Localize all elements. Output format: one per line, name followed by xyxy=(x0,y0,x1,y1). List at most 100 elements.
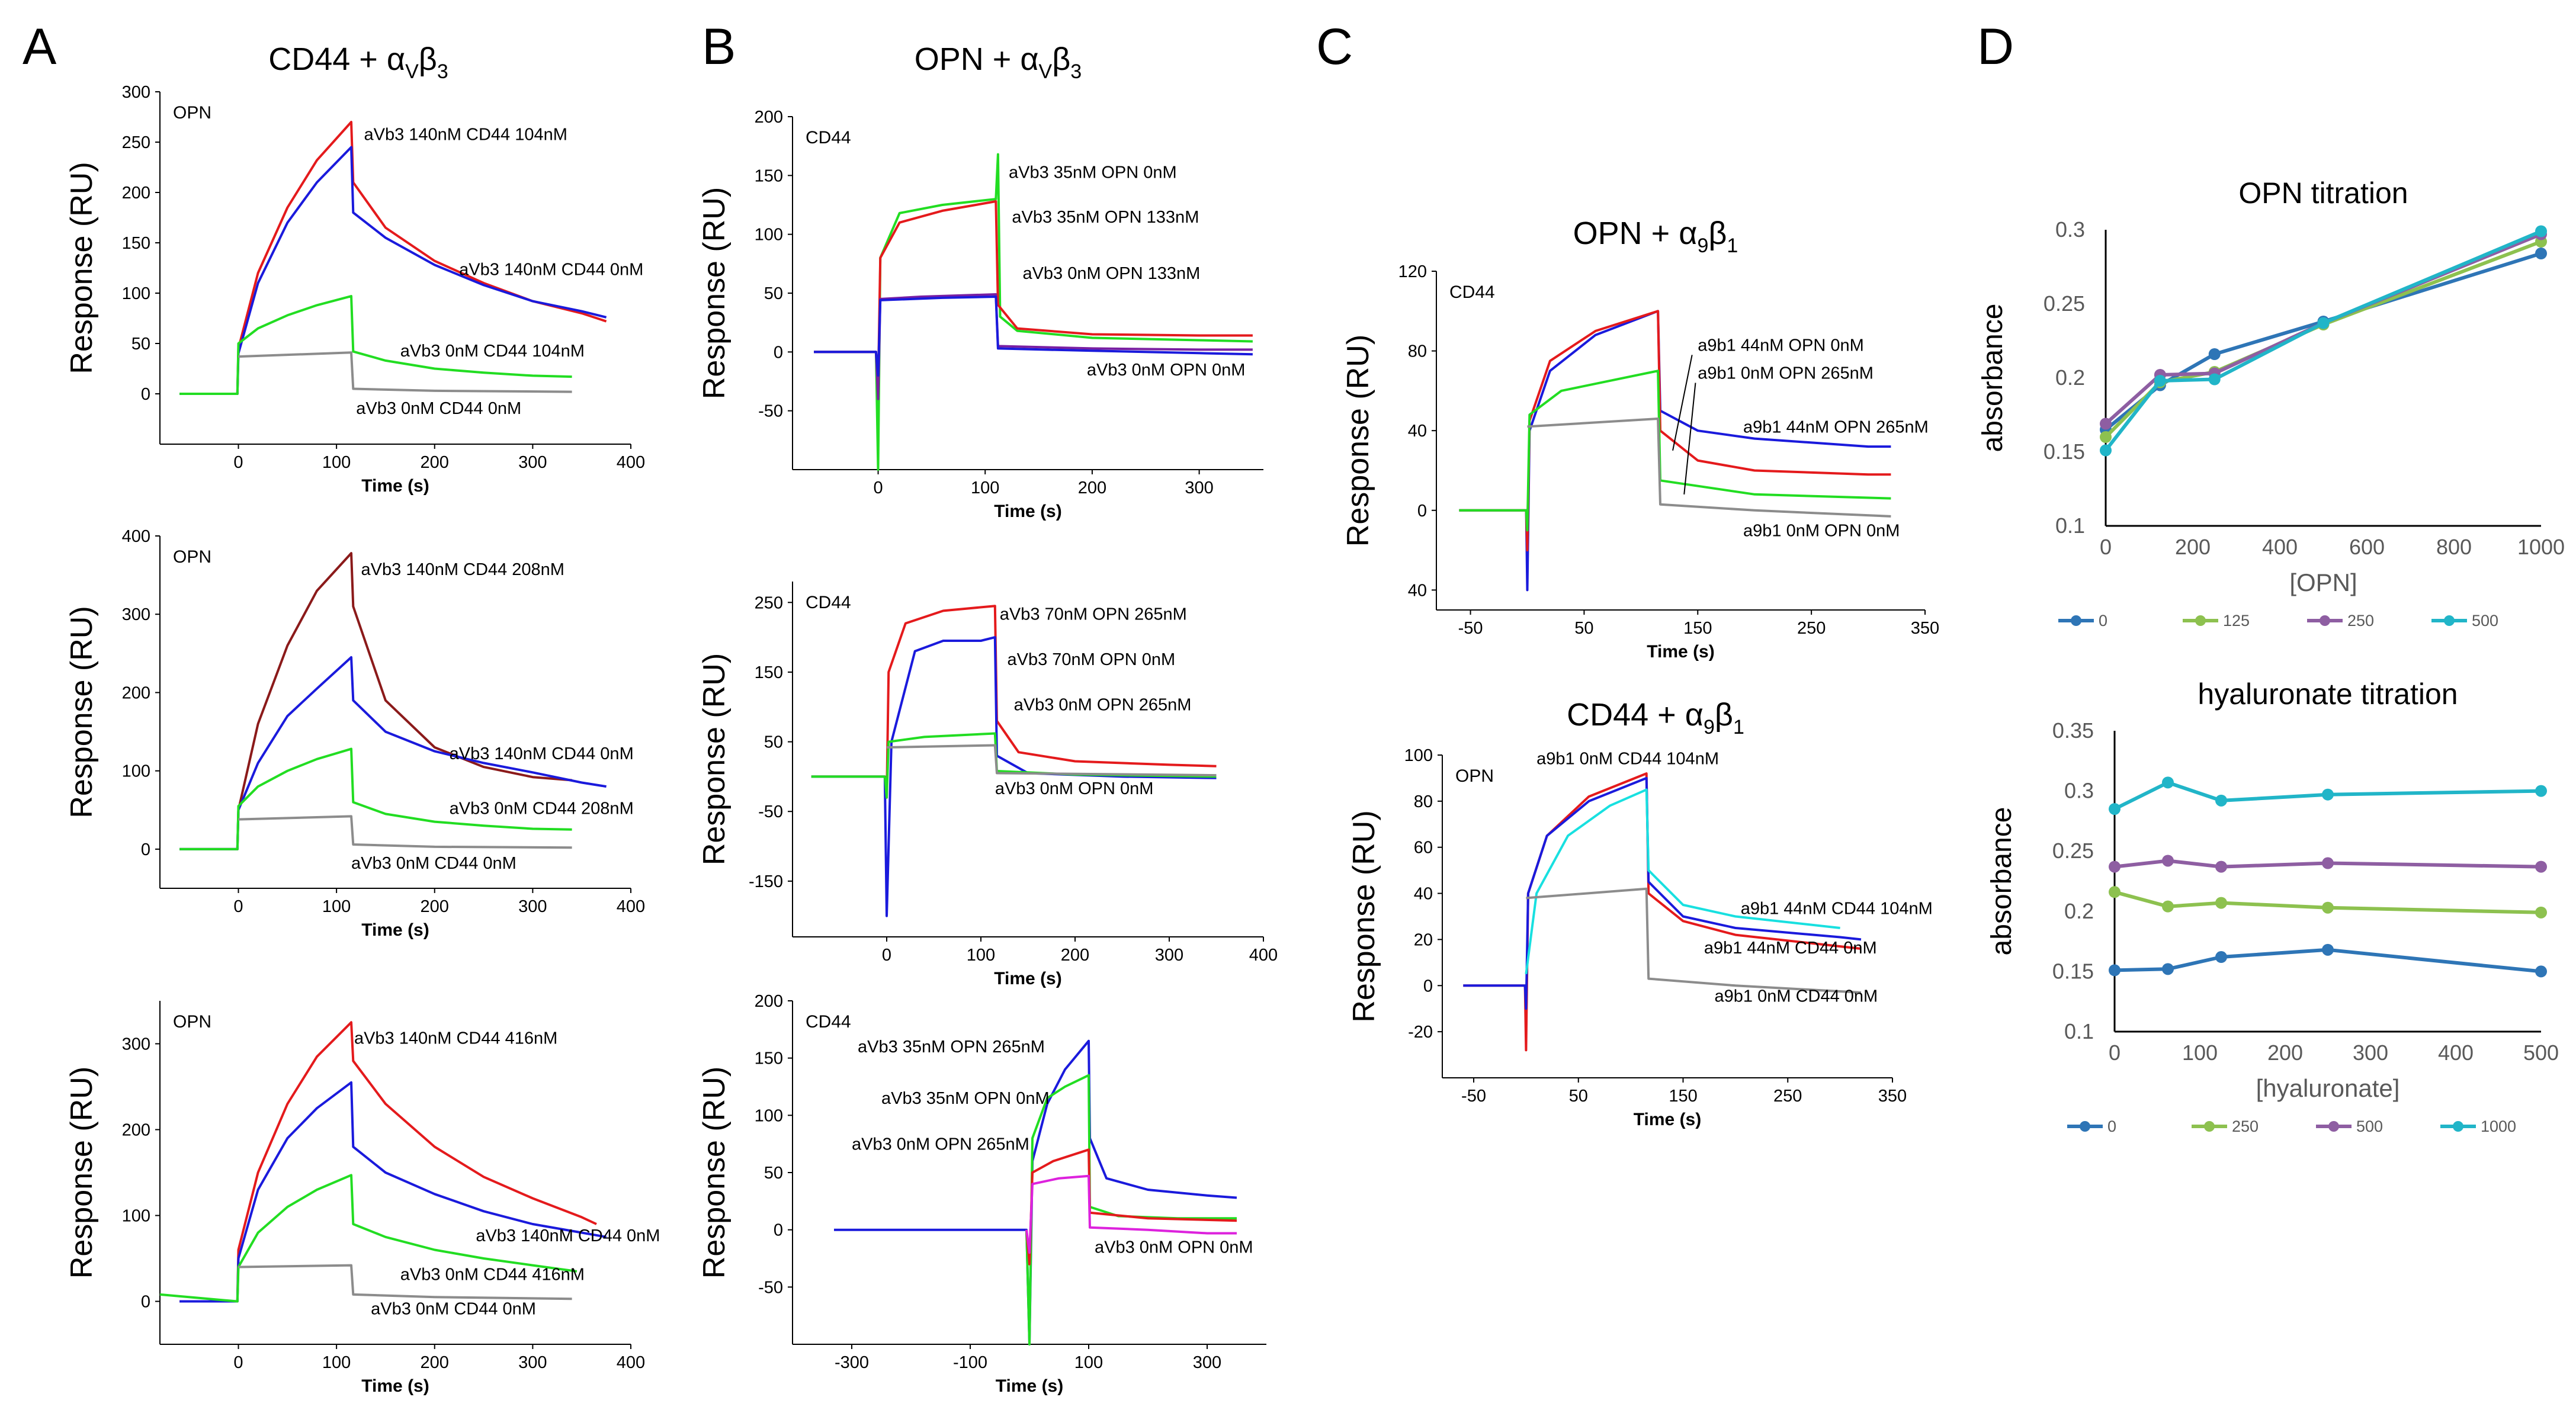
title-beta: β xyxy=(1708,216,1727,251)
chart-title-text: CD44 + αVβ3 xyxy=(268,41,448,83)
y-tick-label: 0.2 xyxy=(2055,365,2085,390)
legend-label: 0 xyxy=(2107,1117,2116,1135)
y-tick-label: -50 xyxy=(758,402,783,421)
curve-annotation: aVb3 0nM OPN 265nM xyxy=(852,1135,1029,1154)
x-tick-label: 200 xyxy=(421,897,449,916)
ligand-label: CD44 xyxy=(806,128,851,147)
curve-annotation: aVb3 0nM CD44 0nM xyxy=(371,1299,536,1318)
panel-label-c: C xyxy=(1316,18,1353,75)
data-point xyxy=(2322,901,2334,914)
x-axis-label: Time (s) xyxy=(361,1376,429,1396)
y-tick-label: 400 xyxy=(122,527,150,546)
x-axis-label: Time (s) xyxy=(994,502,1061,521)
y-axis-label: Response (RU) xyxy=(65,1067,99,1279)
x-tick-label: 600 xyxy=(2349,535,2385,559)
x-tick-label: 100 xyxy=(322,897,351,916)
legend-marker xyxy=(2453,1121,2463,1132)
legend-label: 0 xyxy=(2099,612,2107,630)
data-point xyxy=(2109,964,2121,977)
x-axis-label: Time (s) xyxy=(1647,642,1714,661)
curve-annotation: aVb3 140nM CD44 104nM xyxy=(364,126,567,144)
data-point xyxy=(2322,788,2334,801)
legend-marker xyxy=(2320,615,2330,626)
curve-annotation: aVb3 35nM OPN 0nM xyxy=(1009,163,1177,182)
x-tick-label: 400 xyxy=(2438,1041,2474,1065)
series-line-0 xyxy=(1459,310,1891,592)
y-axis-label: Response (RU) xyxy=(697,653,732,865)
chart-title-text: OPN + α9β1 xyxy=(1573,216,1738,257)
x-tick-label: -50 xyxy=(1458,619,1483,638)
x-tick-label: 300 xyxy=(1155,946,1183,965)
y-tick-label: 80 xyxy=(1414,792,1433,811)
data-point xyxy=(2208,373,2221,386)
y-tick-label: 100 xyxy=(122,284,150,303)
x-tick-label: 0 xyxy=(233,897,243,916)
data-point xyxy=(2322,857,2334,869)
sensorgram-2: 0 100 200 300 0 100 200 300 400 Time (s) Response … xyxy=(65,1001,660,1396)
curve-annotation: aVb3 70nM OPN 265nM xyxy=(1000,605,1187,624)
y-axis-label: absorbance xyxy=(1977,304,2009,452)
curve-annotation: aVb3 140nM CD44 0nM xyxy=(459,260,643,279)
y-tick-label: 60 xyxy=(1414,839,1433,858)
y-tick-label: 100 xyxy=(1404,746,1433,765)
y-tick-label: 0.3 xyxy=(2055,217,2085,242)
x-tick-label: 150 xyxy=(1683,619,1712,638)
panel-label-a: A xyxy=(23,18,57,75)
legend-item: 250 xyxy=(2192,1117,2259,1135)
title-beta-sub: 3 xyxy=(437,60,448,83)
legend-item: 500 xyxy=(2316,1117,2383,1135)
y-axis-label: Response (RU) xyxy=(1341,335,1375,547)
data-point xyxy=(2215,794,2227,807)
x-tick-label: 250 xyxy=(1797,619,1826,638)
series-line-1 xyxy=(1025,1074,1237,1345)
y-tick-label: 150 xyxy=(755,166,783,185)
legend-label: 500 xyxy=(2356,1117,2383,1135)
y-tick-label: 40 xyxy=(1408,581,1427,600)
x-axis-label: [hyaluronate] xyxy=(2256,1074,2400,1102)
legend-marker xyxy=(2080,1121,2090,1132)
x-tick-label: 400 xyxy=(617,1353,645,1372)
series-line-3 xyxy=(1527,418,1891,518)
data-point xyxy=(2535,965,2547,978)
data-point xyxy=(2154,375,2166,387)
y-tick-label: 50 xyxy=(764,1164,783,1183)
data-point xyxy=(2100,431,2112,443)
series-line-0 xyxy=(834,1039,1237,1345)
title-beta: β xyxy=(419,41,437,77)
y-tick-label: 250 xyxy=(122,133,150,152)
x-axis-label: Time (s) xyxy=(361,920,429,940)
series-line-0 xyxy=(1463,772,1862,1052)
data-point xyxy=(2208,348,2221,360)
sensorgram-4: -150 -50 50 150 250 0 100 200 300 400 Time (s) Resp… xyxy=(697,582,1278,988)
legend-item: 125 xyxy=(2183,612,2250,630)
y-axis-label: Response (RU) xyxy=(697,187,732,399)
curve-annotation: aVb3 0nM CD44 208nM xyxy=(450,799,634,818)
ligand-label: CD44 xyxy=(806,1012,851,1032)
x-tick-label: 400 xyxy=(2262,535,2298,559)
legend-marker xyxy=(2071,615,2081,626)
y-tick-label: -20 xyxy=(1408,1023,1433,1042)
x-tick-label: 0 xyxy=(882,946,891,965)
curve-annotation: a9b1 44nM CD44 104nM xyxy=(1741,900,1933,919)
curve-annotation: aVb3 0nM OPN 0nM xyxy=(995,779,1154,798)
data-point xyxy=(2100,444,2112,457)
x-tick-label: 100 xyxy=(322,1353,351,1372)
legend-item: 0 xyxy=(2058,612,2107,630)
data-point xyxy=(2535,785,2547,797)
curve-annotation: aVb3 0nM OPN 133nM xyxy=(1022,264,1200,283)
x-axis-label: Time (s) xyxy=(361,476,429,496)
titration-chart-9: hyaluronate titration 0.1 0.15 0.2 0.25 0.3 0.… xyxy=(1986,677,2559,1135)
data-point xyxy=(2109,886,2121,898)
x-tick-label: 0 xyxy=(2109,1041,2121,1065)
series-line-3 xyxy=(238,1264,572,1300)
x-tick-label: 100 xyxy=(322,453,351,472)
title-beta-sub: 3 xyxy=(1070,60,1082,83)
y-tick-label: 0.1 xyxy=(2055,513,2085,538)
y-tick-label: 0 xyxy=(141,385,150,404)
data-point xyxy=(2162,900,2174,913)
chart-title-3: OPN + αVβ3 xyxy=(915,41,1082,83)
x-tick-label: 300 xyxy=(518,897,547,916)
y-tick-label: 50 xyxy=(131,335,150,354)
series-line-2 xyxy=(1525,788,1840,975)
sensorgram-6: 40 0 40 80 120 -50 50 150 250 350 Time (s) Response… xyxy=(1341,262,1939,661)
